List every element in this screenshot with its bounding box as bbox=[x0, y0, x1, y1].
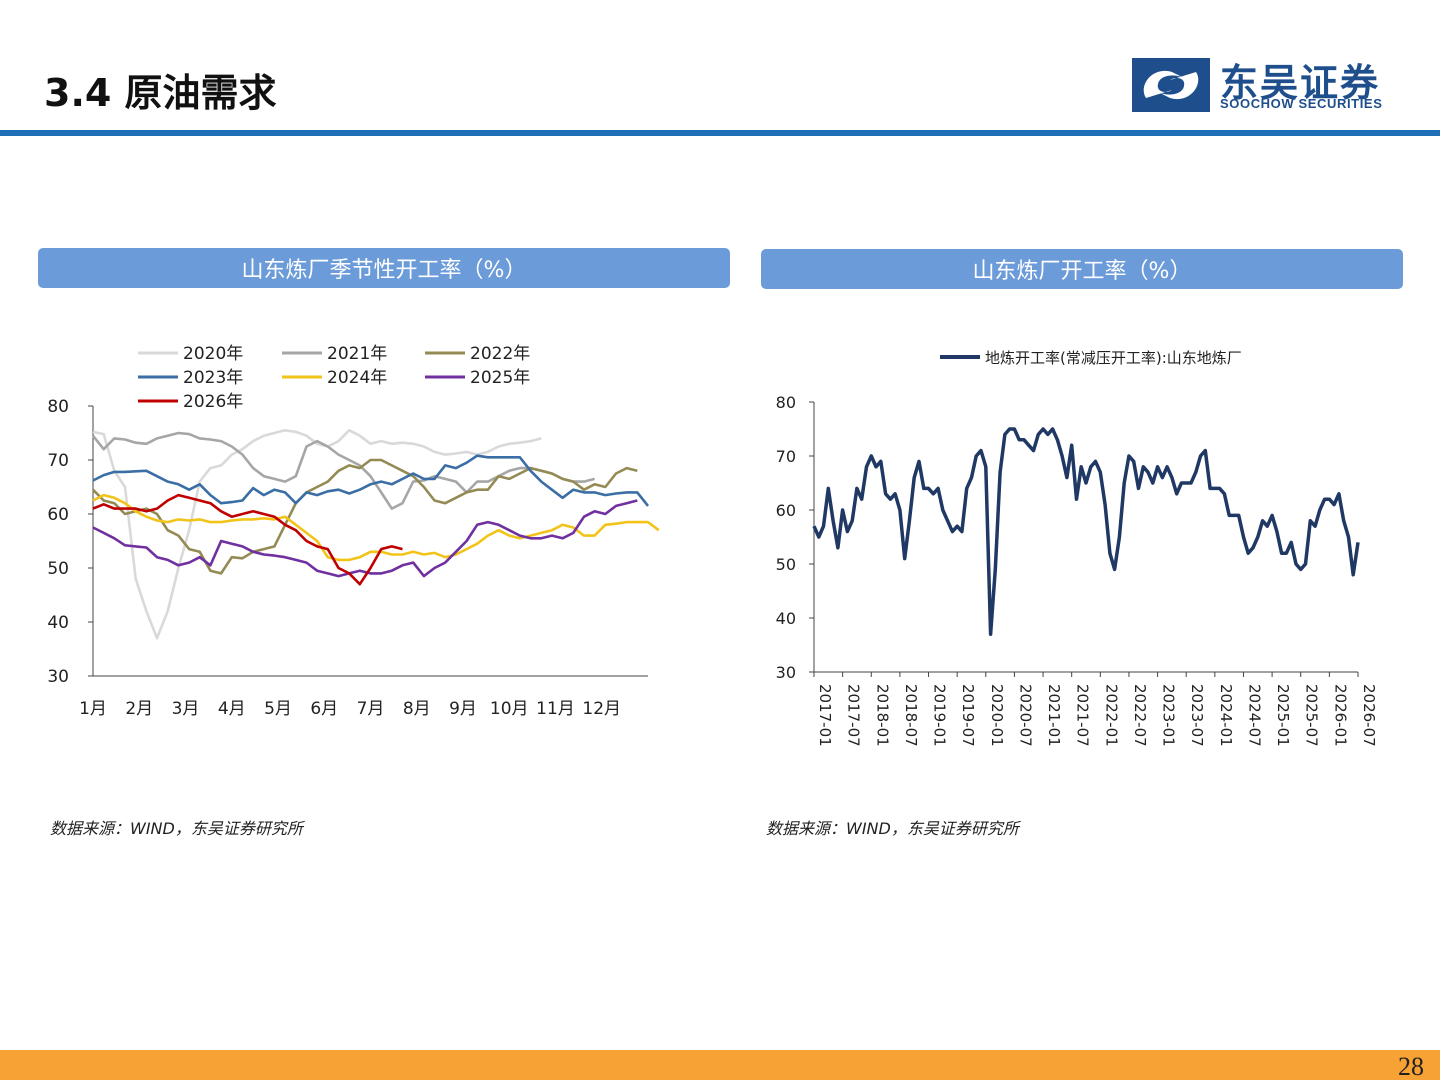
y-tick-label: 40 bbox=[47, 613, 69, 633]
series-line-2024年 bbox=[92, 493, 660, 562]
left-chart-header: 山东炼厂季节性开工率（%） bbox=[38, 248, 730, 288]
x-tick-label: 2025-01 bbox=[1274, 684, 1292, 747]
soochow-logo-icon bbox=[1132, 58, 1210, 112]
x-tick-label: 2022-07 bbox=[1131, 684, 1149, 747]
y-tick-label: 60 bbox=[776, 501, 796, 520]
y-tick-label: 50 bbox=[47, 559, 69, 579]
x-tick-label: 2021-01 bbox=[1045, 684, 1063, 747]
x-tick-label: 2017-01 bbox=[816, 684, 834, 747]
x-tick-label: 4月 bbox=[218, 699, 246, 719]
x-tick-label: 12月 bbox=[582, 699, 621, 719]
x-tick-label: 2019-07 bbox=[959, 684, 977, 747]
y-tick-label: 40 bbox=[776, 609, 796, 628]
legend-label: 2026年 bbox=[183, 392, 243, 412]
legend-label: 2023年 bbox=[183, 368, 243, 388]
x-tick-label: 3月 bbox=[172, 699, 200, 719]
legend-label: 2020年 bbox=[183, 344, 243, 364]
x-tick-label: 2026-07 bbox=[1360, 684, 1378, 747]
logo-chinese-name: 东吴证券 bbox=[1220, 61, 1381, 105]
legend-label: 地炼开工率(常减压开工率):山东地炼厂 bbox=[985, 349, 1242, 367]
x-tick-label: 2023-07 bbox=[1188, 684, 1206, 747]
x-tick-label: 2月 bbox=[125, 699, 153, 719]
y-tick-label: 60 bbox=[47, 505, 69, 525]
x-tick-label: 11月 bbox=[536, 699, 575, 719]
x-tick-label: 2025-07 bbox=[1303, 684, 1321, 747]
legend-label: 2022年 bbox=[470, 344, 530, 364]
footer-bar bbox=[0, 1050, 1440, 1080]
y-tick-label: 80 bbox=[776, 393, 796, 412]
legend-label: 2024年 bbox=[327, 368, 387, 388]
x-tick-label: 2020-07 bbox=[1016, 684, 1034, 747]
x-tick-label: 2018-01 bbox=[873, 684, 891, 747]
x-tick-label: 8月 bbox=[403, 699, 431, 719]
x-tick-label: 2020-01 bbox=[988, 684, 1006, 747]
x-tick-label: 2026-01 bbox=[1331, 684, 1349, 747]
x-tick-label: 5月 bbox=[264, 699, 292, 719]
y-tick-label: 70 bbox=[47, 451, 69, 471]
y-tick-label: 30 bbox=[776, 663, 796, 682]
series-line-2022年 bbox=[92, 458, 638, 575]
x-tick-label: 2018-07 bbox=[902, 684, 920, 747]
left-data-source: 数据来源：WIND，东吴证券研究所 bbox=[50, 819, 303, 838]
logo-english-name: SOOCHOW SECURITIES bbox=[1220, 96, 1383, 111]
x-tick-label: 10月 bbox=[490, 699, 529, 719]
page-number: 28 bbox=[1398, 1052, 1424, 1081]
x-tick-label: 1月 bbox=[79, 699, 107, 719]
title-divider bbox=[0, 130, 1440, 136]
x-tick-label: 2019-01 bbox=[931, 684, 949, 747]
series-line bbox=[812, 427, 1360, 636]
x-tick-label: 2022-01 bbox=[1102, 684, 1120, 747]
series-line-2025年 bbox=[92, 499, 638, 578]
y-tick-label: 70 bbox=[776, 447, 796, 466]
x-tick-label: 2023-01 bbox=[1160, 684, 1178, 747]
series-line-2021年 bbox=[91, 431, 595, 510]
company-logo: 东吴证券 SOOCHOW SECURITIES bbox=[1132, 56, 1404, 114]
y-tick-label: 30 bbox=[47, 667, 69, 687]
x-tick-label: 6月 bbox=[310, 699, 338, 719]
series-line-2023年 bbox=[92, 454, 650, 507]
x-tick-label: 7月 bbox=[357, 699, 385, 719]
page-title: 3.4 原油需求 bbox=[44, 71, 277, 115]
y-tick-label: 80 bbox=[47, 397, 69, 417]
series-line-2026年 bbox=[92, 493, 403, 586]
x-tick-label: 2021-07 bbox=[1074, 684, 1092, 747]
legend-label: 2025年 bbox=[470, 368, 530, 388]
right-chart-header: 山东炼厂开工率（%） bbox=[761, 249, 1403, 289]
series-line-2020年 bbox=[92, 428, 542, 640]
y-tick-label: 50 bbox=[776, 555, 796, 574]
right-data-source: 数据来源：WIND，东吴证券研究所 bbox=[766, 819, 1019, 838]
x-tick-label: 9月 bbox=[449, 699, 477, 719]
x-tick-label: 2024-07 bbox=[1245, 684, 1263, 747]
x-tick-label: 2017-07 bbox=[845, 684, 863, 747]
legend-label: 2021年 bbox=[327, 344, 387, 364]
x-tick-label: 2024-01 bbox=[1217, 684, 1235, 747]
